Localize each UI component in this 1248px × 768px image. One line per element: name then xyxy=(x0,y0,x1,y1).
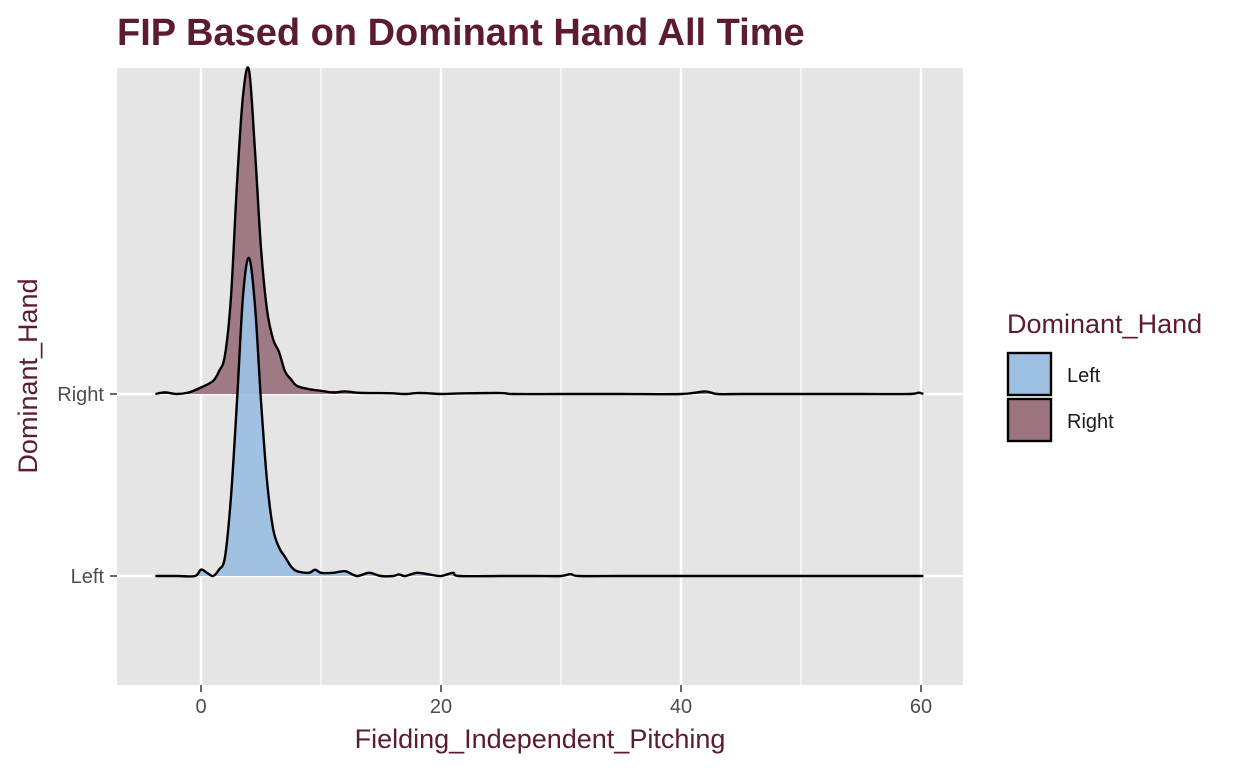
x-tick-label: 40 xyxy=(670,696,692,718)
x-tick-label: 20 xyxy=(430,696,452,718)
y-tick-label-left: Left xyxy=(71,566,105,588)
legend: Dominant_Hand Left Right xyxy=(1007,309,1202,441)
y-axis-title: Dominant_Hand xyxy=(13,278,43,473)
legend-title: Dominant_Hand xyxy=(1007,309,1202,339)
chart-title: FIP Based on Dominant Hand All Time xyxy=(117,12,805,54)
x-tick-label: 0 xyxy=(195,696,206,718)
legend-key-right xyxy=(1008,399,1051,441)
x-axis-title: Fielding_Independent_Pitching xyxy=(355,724,726,754)
legend-label-left: Left xyxy=(1067,365,1101,387)
legend-label-right: Right xyxy=(1067,411,1114,433)
x-tick-label: 60 xyxy=(910,696,932,718)
legend-key-left xyxy=(1008,353,1051,395)
y-tick-label-right: Right xyxy=(57,384,104,406)
